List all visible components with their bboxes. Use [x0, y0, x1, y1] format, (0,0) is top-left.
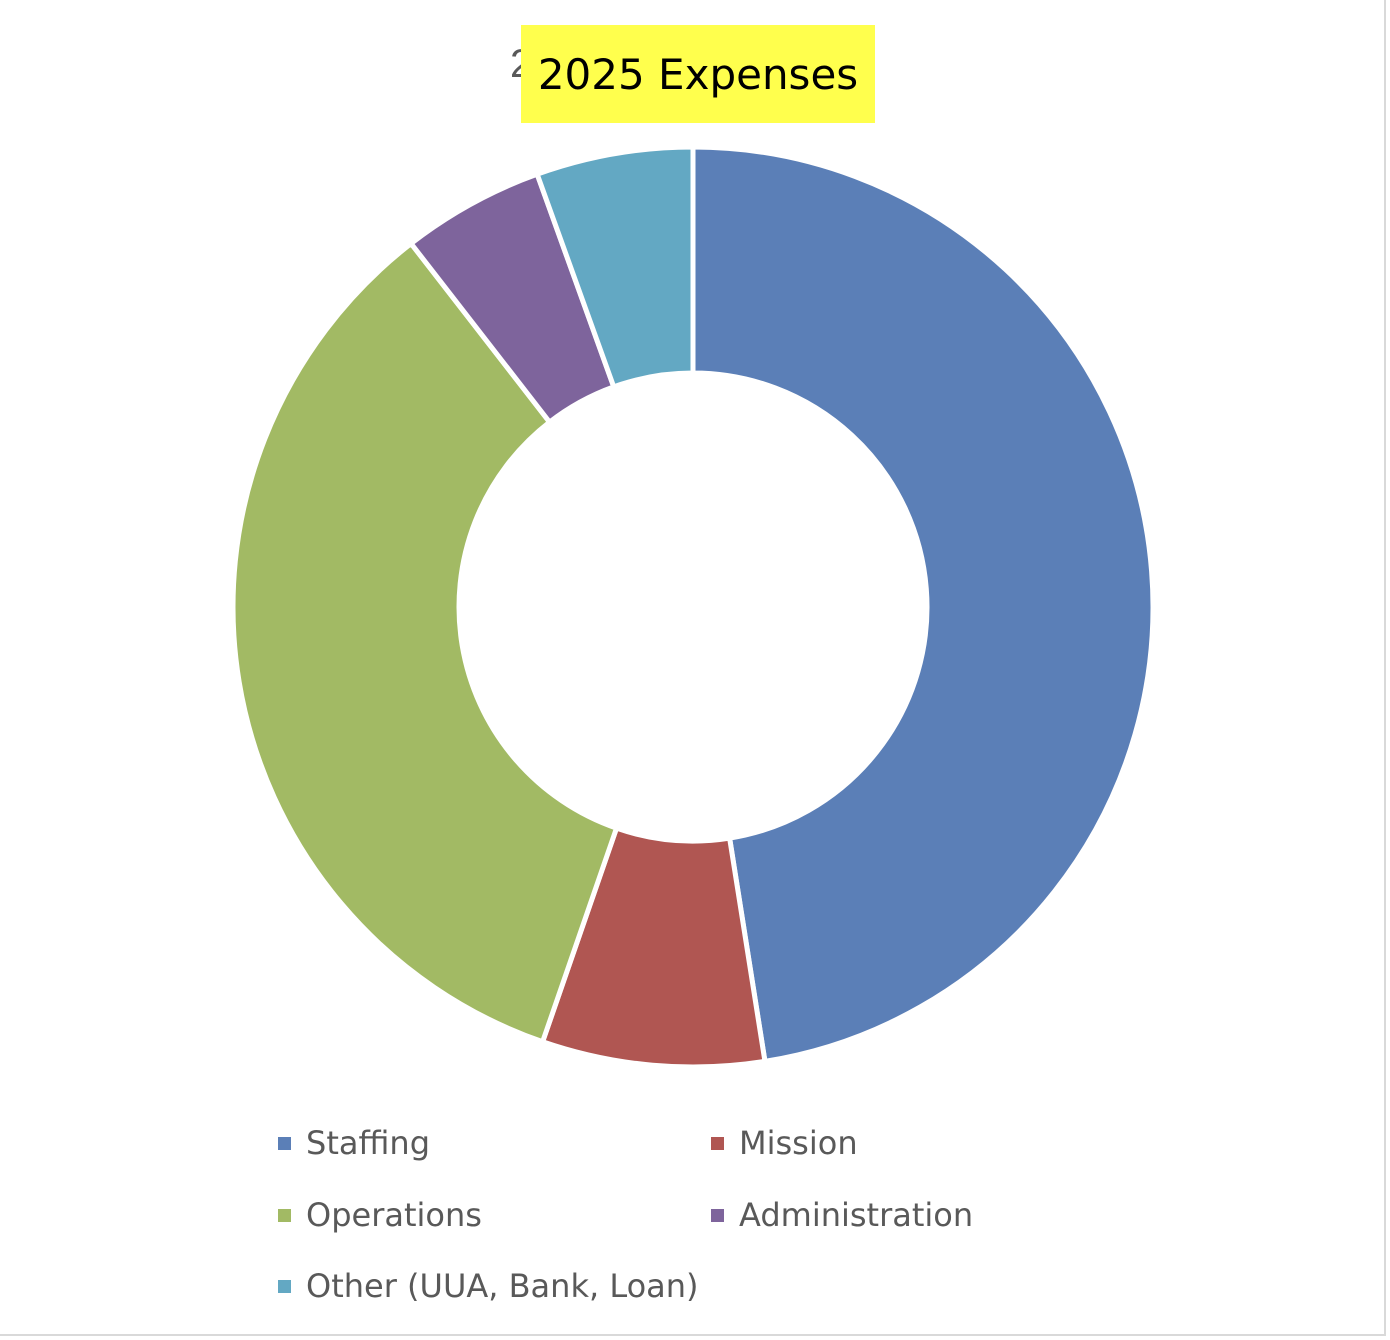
donut-slice-staffing	[690, 144, 1156, 1065]
donut-slice-operations	[230, 240, 620, 1045]
chart-title: 2025 Expenses	[521, 25, 875, 123]
donut-slice-other	[533, 144, 696, 391]
